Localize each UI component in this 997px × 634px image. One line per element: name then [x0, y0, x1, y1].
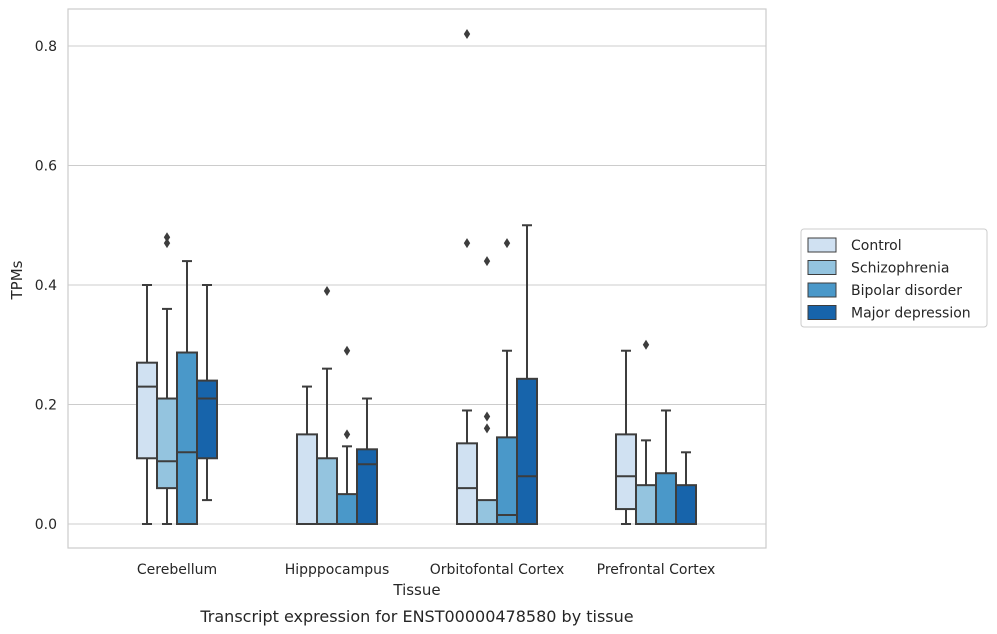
box-body [196, 379, 218, 460]
outlier-point [483, 423, 491, 434]
outlier-point [343, 429, 351, 440]
x-axis-label: Tissue [392, 581, 440, 599]
box-control [456, 29, 478, 525]
box-body [635, 484, 657, 526]
plot-frame [67, 8, 767, 549]
outlier-point [463, 29, 471, 40]
legend-items: Control Schizophrenia Bipolar disorder Majo… [807, 237, 971, 322]
legend-label: Control [851, 238, 902, 254]
box-schizophrenia [635, 339, 657, 526]
box-body [615, 433, 637, 511]
outlier-point [343, 345, 351, 356]
box-body [176, 351, 198, 525]
legend-swatch [807, 260, 837, 275]
box-body [476, 499, 498, 526]
legend: Control Schizophrenia Bipolar disorder Majo… [800, 228, 988, 328]
outlier-point [483, 411, 491, 422]
box-major-depression [516, 224, 538, 525]
box-bipolar-disorder [496, 238, 518, 525]
outlier-point [323, 285, 331, 296]
box-body [655, 472, 677, 525]
box-major-depression [356, 397, 378, 525]
box-body [156, 397, 178, 490]
box-body [356, 448, 378, 525]
box-bipolar-disorder [176, 260, 198, 525]
figure-caption: Transcript expression for ENST0000047858… [199, 607, 633, 626]
legend-label: Bipolar disorder [851, 283, 962, 299]
legend-label: Major depression [851, 306, 971, 322]
legend-swatch [807, 237, 837, 253]
box-bipolar-disorder [336, 345, 358, 525]
box-body [456, 442, 478, 525]
y-axis-label: TPMs [8, 260, 26, 300]
y-tick-label: 0.6 [35, 159, 57, 175]
x-tick-label: Orbitofontal Cortex [430, 562, 565, 578]
outlier-point [463, 238, 471, 249]
outlier-point [163, 238, 171, 249]
box-body [516, 377, 538, 525]
legend-frame [800, 228, 988, 328]
box-layer [136, 29, 697, 526]
y-tick-label: 0.0 [35, 517, 57, 533]
y-axis-ticks: 0.0 0.2 0.4 0.6 0.8 [35, 39, 57, 533]
box-body [316, 457, 338, 525]
legend-swatch [807, 305, 837, 320]
outlier-point [503, 238, 511, 249]
box-control [296, 385, 318, 525]
box-body [336, 493, 358, 525]
box-major-depression [675, 451, 697, 526]
legend-label: Schizophrenia [851, 261, 949, 277]
box-control [136, 284, 158, 525]
box-bipolar-disorder [655, 409, 677, 525]
outlier-point [163, 232, 171, 243]
x-tick-label: Cerebellum [137, 562, 217, 578]
box-schizophrenia [476, 256, 498, 526]
box-major-depression [196, 284, 218, 502]
x-tick-label: Prefrontal Cortex [597, 562, 716, 578]
x-tick-label: Hipppocampus [285, 562, 390, 578]
y-tick-label: 0.8 [35, 39, 57, 55]
box-body [136, 361, 158, 460]
box-body [496, 436, 518, 525]
outlier-point [642, 339, 650, 350]
box-body [296, 433, 318, 525]
box-body [675, 484, 697, 526]
y-tick-label: 0.2 [35, 398, 57, 414]
box-control [615, 349, 637, 525]
x-axis-ticks: Cerebellum Hipppocampus Orbitofontal Corte… [137, 562, 715, 578]
box-schizophrenia [316, 285, 338, 525]
y-tick-label: 0.4 [35, 278, 57, 294]
outlier-point [483, 256, 491, 267]
legend-swatch [807, 282, 837, 298]
box-schizophrenia [156, 232, 178, 525]
